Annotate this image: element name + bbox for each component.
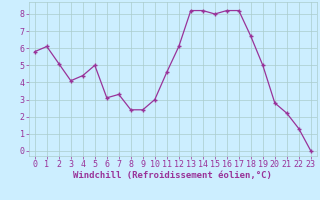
X-axis label: Windchill (Refroidissement éolien,°C): Windchill (Refroidissement éolien,°C) [73, 171, 272, 180]
